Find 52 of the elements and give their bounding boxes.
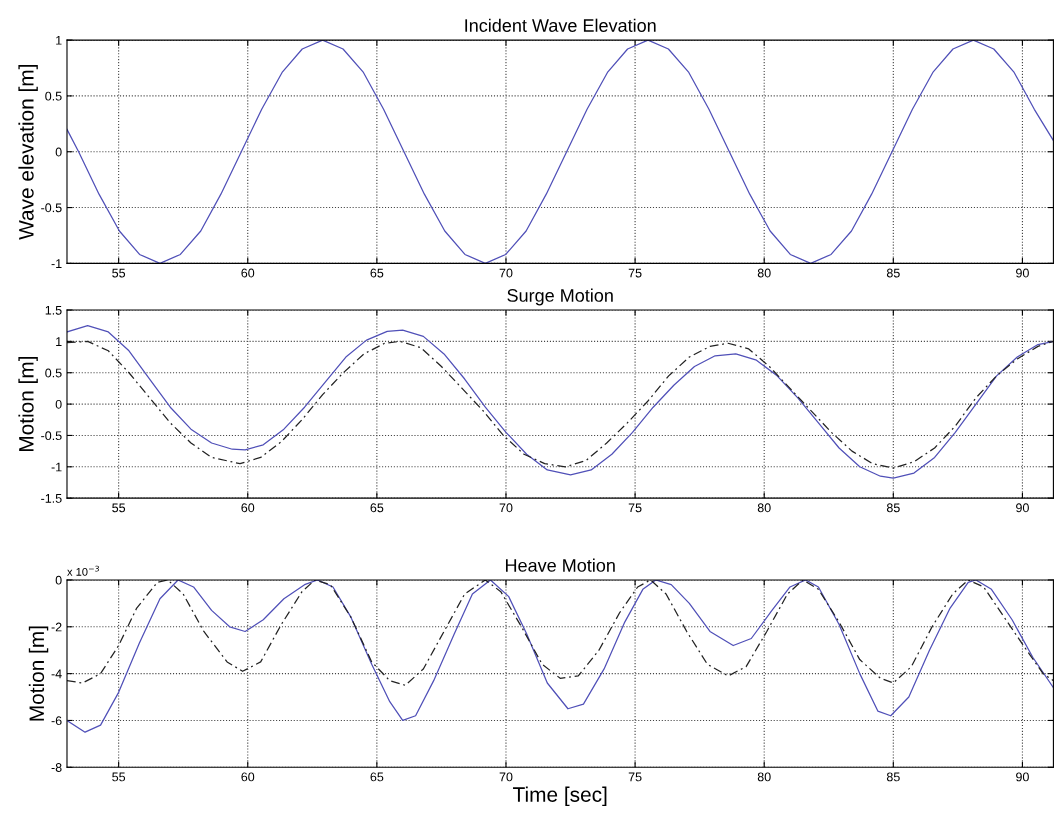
x-tick-label: 80 xyxy=(757,772,771,782)
y-axis-title: Wave elevation [m] xyxy=(18,65,38,240)
x-tick-label: 65 xyxy=(370,268,384,278)
x-tick-label: 65 xyxy=(370,772,384,782)
x-axis-title: Time [sec] xyxy=(513,786,607,806)
chart-title: Surge Motion xyxy=(507,288,613,306)
y-tick-label: -0.5 xyxy=(41,431,62,441)
x-tick-label: 55 xyxy=(112,772,126,782)
y-tick-label: 1.5 xyxy=(45,305,62,315)
x-tick-label: 75 xyxy=(628,772,642,782)
y-tick-label: 0.5 xyxy=(45,91,62,101)
line-series xyxy=(66,325,1054,479)
chart-title: Heave Motion xyxy=(505,558,615,572)
y-tick-label: -2 xyxy=(51,622,62,632)
x-tick-label: 90 xyxy=(1016,503,1029,513)
chart-title: Incident Wave Elevation xyxy=(465,18,656,32)
x-tick-label: 60 xyxy=(241,772,255,782)
x-tick-label: 70 xyxy=(499,772,513,782)
x-tick-label: 90 xyxy=(1016,268,1029,278)
x-tick-label: 75 xyxy=(628,503,642,513)
y-tick-label: -8 xyxy=(51,763,62,772)
y-tick-label: -6 xyxy=(51,716,62,726)
x-tick-label: 80 xyxy=(757,268,771,278)
x-tick-label: 60 xyxy=(241,503,255,513)
y-tick-label: -1 xyxy=(51,462,62,472)
y-tick-label: 0 xyxy=(55,575,62,585)
y-tick-label: -1.5 xyxy=(41,494,62,503)
y-tick-label: 0 xyxy=(55,147,62,157)
y-axis-title: Motion [m] xyxy=(18,356,38,451)
text: x 10$^{−3}$ xyxy=(67,565,99,576)
y-tick-label: -4 xyxy=(51,669,62,679)
x-tick-label: 55 xyxy=(112,268,126,278)
x-tick-label: 60 xyxy=(241,268,255,278)
x-tick-label: 90 xyxy=(1016,772,1029,782)
x-tick-label: 80 xyxy=(757,503,771,513)
x-tick-label: 55 xyxy=(112,503,126,513)
y-tick-label: 1 xyxy=(56,337,62,346)
y-tick-label: 0 xyxy=(55,399,62,409)
y-axis-title: Motion [m] xyxy=(28,626,49,721)
y-tick-label: -0.5 xyxy=(41,203,62,213)
x-tick-label: 70 xyxy=(499,268,513,278)
line-series xyxy=(66,340,1054,469)
y-tick-label: -1 xyxy=(51,259,62,268)
x-tick-label: 85 xyxy=(886,503,900,513)
x-tick-label: 70 xyxy=(499,503,513,513)
x-tick-label: 75 xyxy=(628,268,642,278)
y-tick-label: 1 xyxy=(56,36,62,45)
x-tick-label: 65 xyxy=(370,503,384,513)
line-series xyxy=(66,40,1054,264)
x-tick-label: 85 xyxy=(886,268,900,278)
y-tick-label: 0.5 xyxy=(45,368,62,378)
x-tick-label: 85 xyxy=(886,772,900,782)
